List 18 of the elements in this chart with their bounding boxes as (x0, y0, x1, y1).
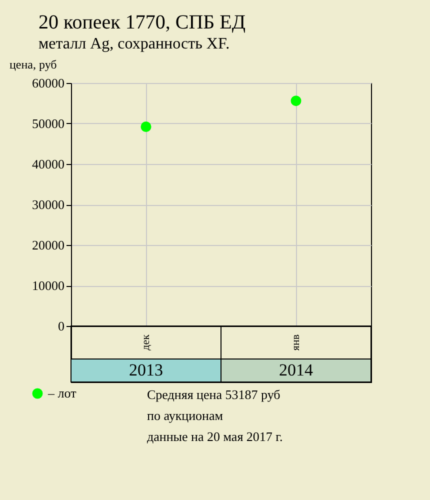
text: Средняя цена 53187 руб (147, 386, 282, 404)
y-tick-label: 20000 (32, 238, 64, 252)
text: данные на 20 мая 2017 г. (147, 428, 283, 446)
x-tick-label: 2013 (129, 360, 163, 380)
legend-label: – лот (47, 386, 77, 400)
y-tick-label: 40000 (32, 156, 64, 172)
text: дек (140, 334, 152, 350)
chart-title: 20 копеек 1770, СПБ ЕД (38, 12, 246, 34)
y-tick-label: 60000 (32, 76, 64, 90)
y-tick-label: 30000 (32, 197, 64, 212)
y-tick-label: 0 (58, 318, 64, 334)
text: по аукционам (147, 407, 224, 425)
x-tick-label: 2014 (279, 360, 314, 380)
text: янв (290, 334, 302, 351)
y-axis-title: цена, руб (10, 58, 57, 72)
chart-subtitle: металл Ag, сохранность XF. (38, 36, 230, 52)
y-tick-label: 10000 (32, 278, 64, 293)
y-tick-label: 50000 (32, 116, 64, 131)
